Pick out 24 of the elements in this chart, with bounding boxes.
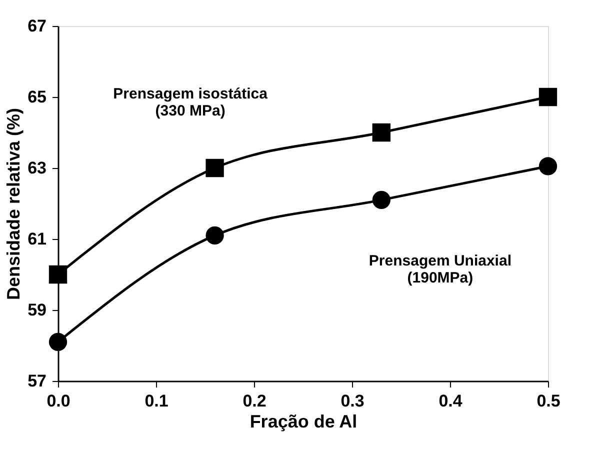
point xyxy=(372,190,390,210)
x-tick-label: 0.4 xyxy=(438,392,463,410)
y-axis-title: Densidade relativa (%) xyxy=(4,108,24,300)
x-tick-label: 0.1 xyxy=(144,392,168,410)
text: Prensagem isostática (330 MPa) xyxy=(113,85,268,120)
y-tick-label: 63 xyxy=(28,158,46,178)
point xyxy=(48,265,68,284)
y-tick-label: 57 xyxy=(28,372,46,390)
point xyxy=(48,332,68,352)
y-tick-label: 65 xyxy=(28,88,46,106)
y-tick-label: 59 xyxy=(28,300,46,320)
point xyxy=(372,123,390,142)
point xyxy=(206,158,224,178)
point xyxy=(538,88,558,106)
point xyxy=(206,226,224,245)
x-tick-label: 0.3 xyxy=(340,392,364,410)
x-tick-label: 0.0 xyxy=(46,392,70,410)
text: Prensagem Uniaxial (190MPa) xyxy=(368,252,512,286)
x-axis-title: Fração de Al xyxy=(250,412,358,432)
x-tick-label: 0.5 xyxy=(536,392,560,410)
y-tick-label: 67 xyxy=(28,16,46,36)
point xyxy=(538,157,558,176)
x-tick-label: 0.2 xyxy=(242,392,266,410)
y-tick-label: 61 xyxy=(28,230,46,248)
